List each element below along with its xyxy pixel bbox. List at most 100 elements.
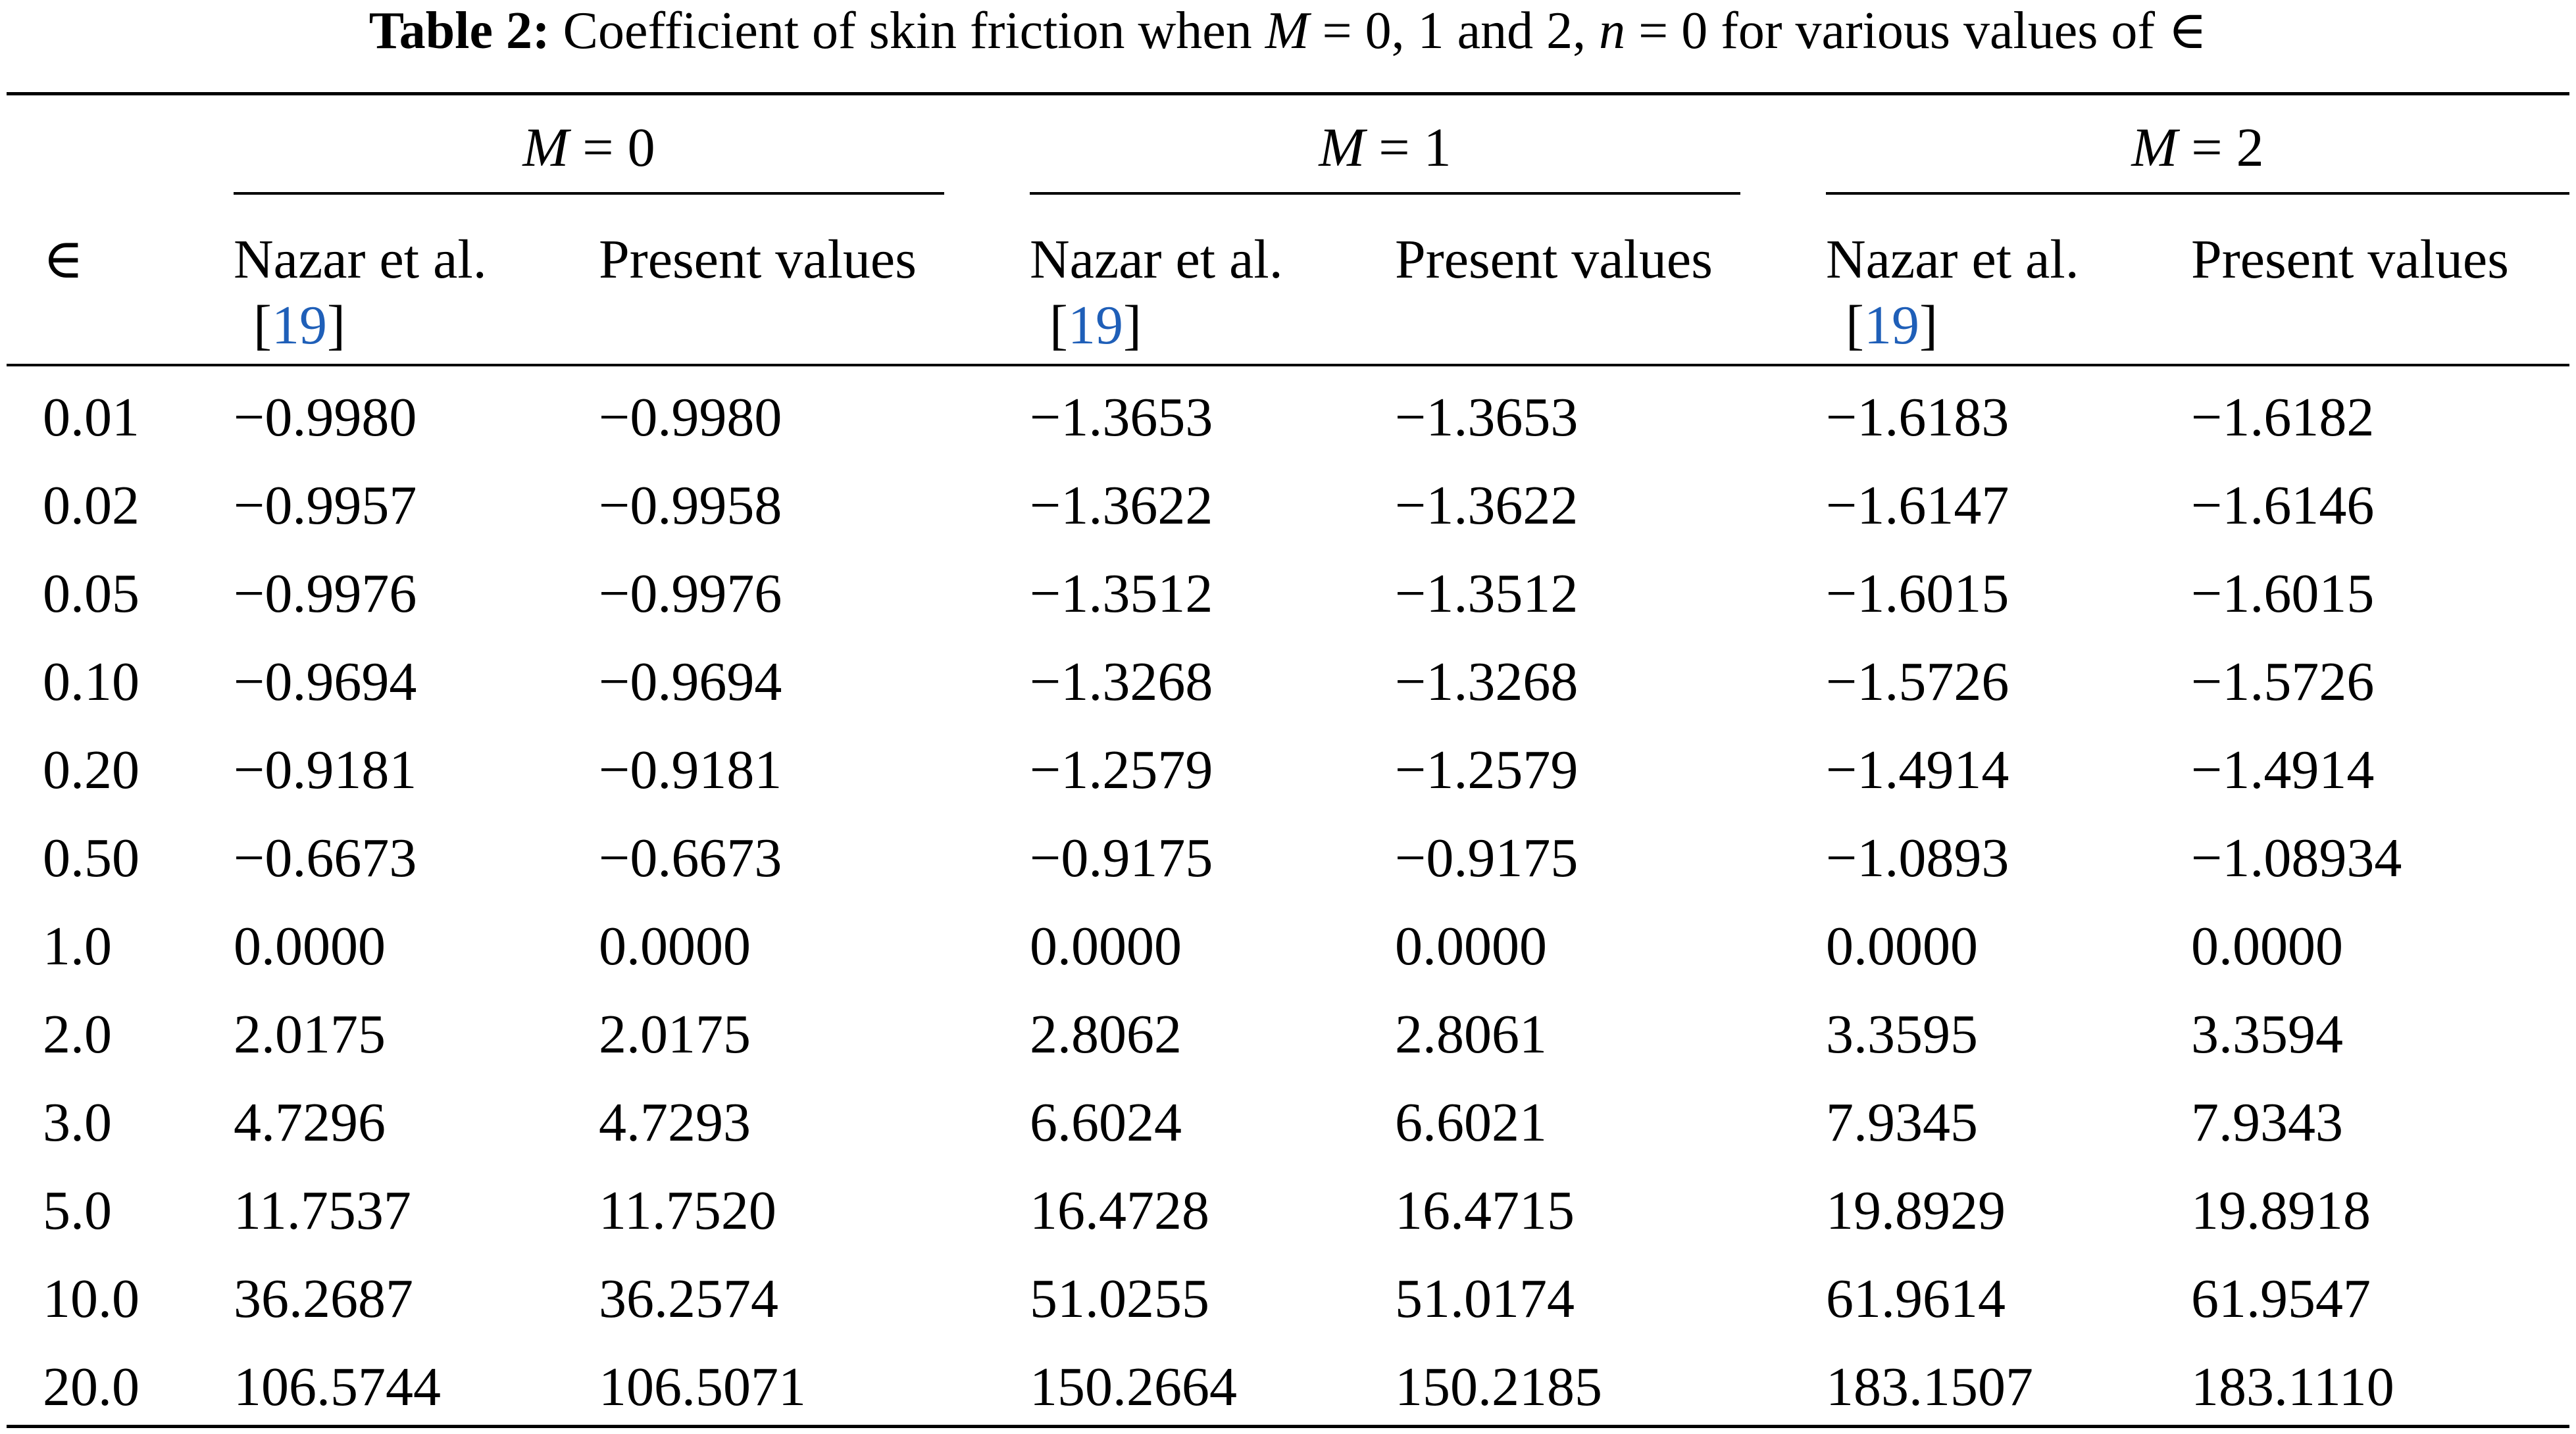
caption-text-3: = 0 for various values of ∈ <box>1625 2 2208 60</box>
cell-present-m2: 3.3594 <box>2191 1004 2343 1065</box>
cell-present-m2: −1.6015 <box>2191 563 2375 624</box>
cell-present-m2: 61.9547 <box>2191 1268 2371 1329</box>
group-rule-m2 <box>1826 192 2569 195</box>
cell-present-m0: −0.9976 <box>599 563 782 624</box>
cell-present-m1: 6.6021 <box>1395 1092 1547 1153</box>
cell-present-m2: 7.9343 <box>2191 1092 2343 1153</box>
cell-present-m2: 19.8918 <box>2191 1180 2371 1241</box>
reference-link-19[interactable]: 19 <box>1067 295 1123 356</box>
nazar-header-m1-ref: [19] <box>1030 293 1283 358</box>
cell-present-m0: 4.7293 <box>599 1092 751 1153</box>
cell-nazar-m2: −1.5726 <box>1826 651 2009 712</box>
cell-nazar-m2: −1.6015 <box>1826 563 2009 624</box>
cell-nazar-m0: 36.2687 <box>234 1268 413 1329</box>
cell-epsilon: 0.10 <box>43 651 139 712</box>
cell-epsilon: 20.0 <box>43 1356 139 1418</box>
cell-nazar-m1: −1.3653 <box>1030 387 1213 448</box>
group-header-m1-var: M <box>1319 117 1365 178</box>
group-header-m0-var: M <box>522 117 569 178</box>
cell-nazar-m2: −1.4914 <box>1826 739 2009 801</box>
ref-close: ] <box>1123 295 1142 356</box>
cell-present-m1: 51.0174 <box>1395 1268 1575 1329</box>
cell-nazar-m2: 3.3595 <box>1826 1004 1978 1065</box>
table-bottom-rule <box>7 1425 2569 1428</box>
cell-present-m0: 2.0175 <box>599 1004 751 1065</box>
group-header-m1: M = 1 <box>1030 115 1740 181</box>
cell-present-m1: −1.3512 <box>1395 563 1578 624</box>
cell-nazar-m1: 16.4728 <box>1030 1180 1209 1241</box>
cell-nazar-m0: −0.9694 <box>234 651 417 712</box>
cell-nazar-m1: 150.2664 <box>1030 1356 1237 1418</box>
nazar-header-m2-ref: [19] <box>1826 293 2079 358</box>
cell-present-m0: −0.9181 <box>599 739 782 801</box>
cell-nazar-m1: 2.8062 <box>1030 1004 1182 1065</box>
nazar-header-m1: Nazar et al. [19] <box>1030 227 1283 358</box>
nazar-header-m0: Nazar et al. [19] <box>234 227 487 358</box>
caption-label: Table 2: <box>368 2 550 60</box>
nazar-header-m0-ref: [19] <box>234 293 487 358</box>
group-header-m1-eq: = 1 <box>1365 117 1452 178</box>
cell-nazar-m0: 0.0000 <box>234 916 386 977</box>
cell-epsilon: 0.01 <box>43 387 139 448</box>
cell-nazar-m2: −1.0893 <box>1826 828 2009 889</box>
cell-nazar-m0: −0.9957 <box>234 475 417 536</box>
cell-present-m0: −0.9958 <box>599 475 782 536</box>
nazar-header-m2-name: Nazar et al. <box>1826 229 2079 290</box>
cell-epsilon: 1.0 <box>43 916 112 977</box>
cell-nazar-m0: 2.0175 <box>234 1004 386 1065</box>
cell-nazar-m1: 51.0255 <box>1030 1268 1209 1329</box>
cell-nazar-m2: −1.6183 <box>1826 387 2009 448</box>
table-caption: Table 2: Coefficient of skin friction wh… <box>0 0 2576 66</box>
cell-nazar-m2: 19.8929 <box>1826 1180 2006 1241</box>
cell-present-m2: −1.6182 <box>2191 387 2375 448</box>
nazar-header-m1-name: Nazar et al. <box>1030 229 1283 290</box>
present-header-m1: Present values <box>1395 229 1713 290</box>
cell-present-m0: −0.9980 <box>599 387 782 448</box>
caption-text-1: Coefficient of skin friction when <box>549 2 1265 60</box>
cell-epsilon: 0.02 <box>43 475 139 536</box>
cell-present-m2: 0.0000 <box>2191 916 2343 977</box>
cell-nazar-m1: −0.9175 <box>1030 828 1213 889</box>
cell-nazar-m0: 11.7537 <box>234 1180 411 1241</box>
cell-present-m0: −0.9694 <box>599 651 782 712</box>
group-rule-m0 <box>234 192 944 195</box>
ref-open: [ <box>1049 295 1068 356</box>
cell-present-m2: −1.08934 <box>2191 828 2402 889</box>
present-header-m0: Present values <box>599 229 917 290</box>
reference-link-19[interactable]: 19 <box>271 295 327 356</box>
cell-nazar-m1: −1.3512 <box>1030 563 1213 624</box>
cell-nazar-m0: −0.9181 <box>234 739 417 801</box>
cell-nazar-m2: 7.9345 <box>1826 1092 1978 1153</box>
cell-epsilon: 10.0 <box>43 1268 139 1329</box>
caption-text-2: = 0, 1 and 2, <box>1309 2 1600 60</box>
cell-nazar-m1: −1.3268 <box>1030 651 1213 712</box>
cell-present-m1: 2.8061 <box>1395 1004 1547 1065</box>
cell-present-m1: 0.0000 <box>1395 916 1547 977</box>
cell-epsilon: 0.20 <box>43 739 139 801</box>
cell-nazar-m2: 61.9614 <box>1826 1268 2006 1329</box>
group-header-m2-var: M <box>2131 117 2178 178</box>
cell-nazar-m2: 183.1507 <box>1826 1356 2033 1418</box>
cell-epsilon: 0.05 <box>43 563 139 624</box>
group-rule-m1 <box>1030 192 1740 195</box>
nazar-header-m0-name: Nazar et al. <box>234 229 487 290</box>
present-header-m2: Present values <box>2191 229 2509 290</box>
cell-nazar-m0: −0.9976 <box>234 563 417 624</box>
group-header-m2: M = 2 <box>1826 115 2569 181</box>
cell-nazar-m0: −0.6673 <box>234 828 417 889</box>
cell-present-m2: −1.6146 <box>2191 475 2375 536</box>
cell-present-m0: −0.6673 <box>599 828 782 889</box>
group-header-m0: M = 0 <box>234 115 944 181</box>
reference-link-19[interactable]: 19 <box>1863 295 1919 356</box>
cell-nazar-m1: −1.3622 <box>1030 475 1213 536</box>
caption-var-m: M <box>1265 2 1309 60</box>
cell-nazar-m0: −0.9980 <box>234 387 417 448</box>
cell-present-m1: 150.2185 <box>1395 1356 1602 1418</box>
cell-present-m2: −1.5726 <box>2191 651 2375 712</box>
header-bottom-rule <box>7 364 2569 366</box>
cell-present-m0: 36.2574 <box>599 1268 778 1329</box>
cell-present-m1: −1.3622 <box>1395 475 1578 536</box>
cell-epsilon: 0.50 <box>43 828 139 889</box>
ref-close: ] <box>326 295 345 356</box>
cell-present-m1: −1.3268 <box>1395 651 1578 712</box>
